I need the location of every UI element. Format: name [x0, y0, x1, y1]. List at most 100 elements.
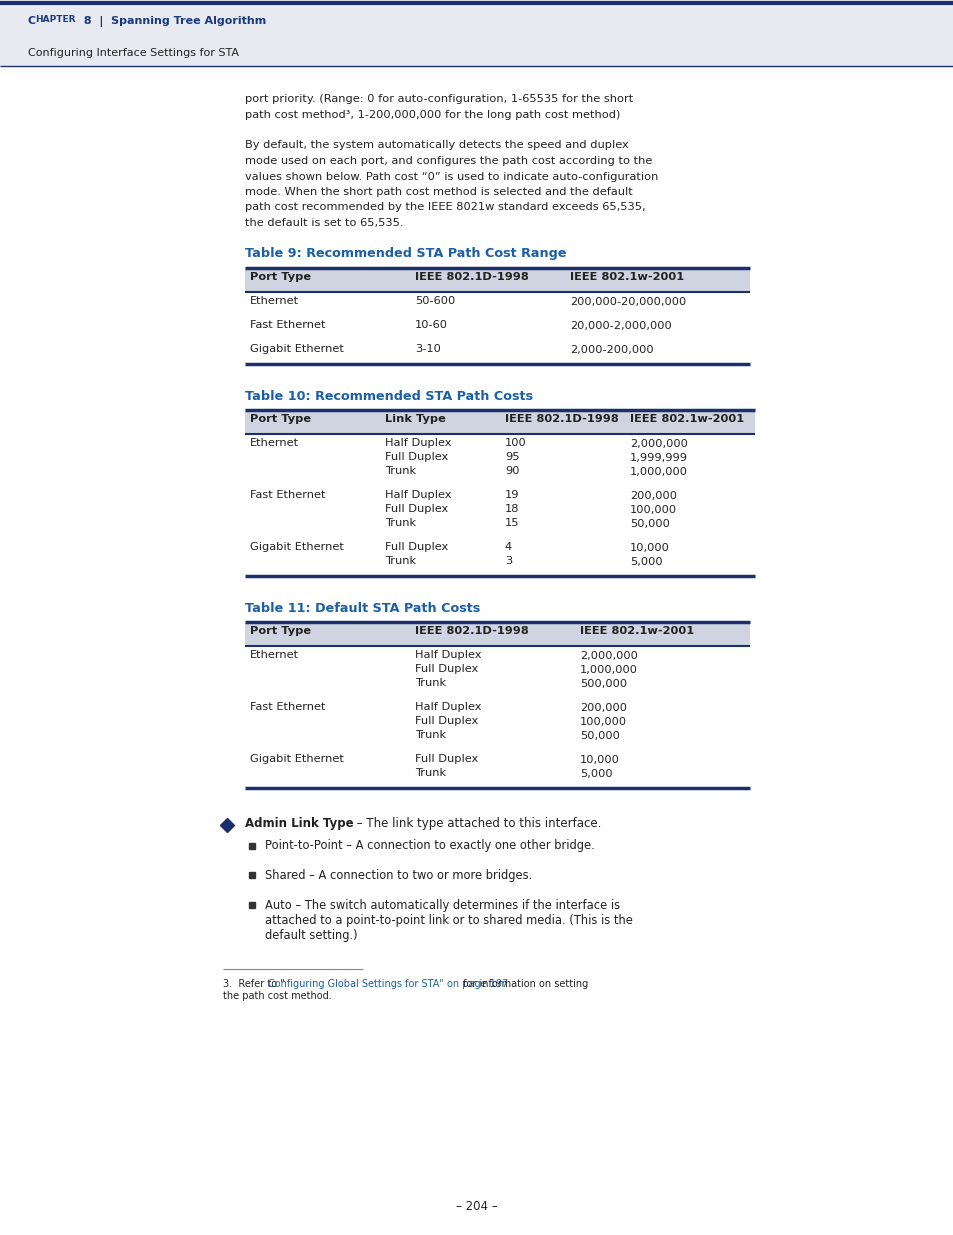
Text: By default, the system automatically detects the speed and duplex: By default, the system automatically det…	[245, 141, 628, 151]
Text: IEEE 802.1D-1998: IEEE 802.1D-1998	[504, 414, 618, 424]
Text: Port Type: Port Type	[250, 414, 311, 424]
Text: – 204 –: – 204 –	[456, 1200, 497, 1213]
Text: – The link type attached to this interface.: – The link type attached to this interfa…	[353, 818, 600, 830]
Text: IEEE 802.1D-1998: IEEE 802.1D-1998	[415, 625, 528, 636]
Text: 10-60: 10-60	[415, 321, 448, 331]
Text: Full Duplex: Full Duplex	[415, 755, 477, 764]
Text: Ethernet: Ethernet	[250, 651, 299, 661]
Text: Full Duplex: Full Duplex	[415, 664, 477, 674]
Text: 2,000-200,000: 2,000-200,000	[569, 345, 653, 354]
Text: Table 11: Default STA Path Costs: Table 11: Default STA Path Costs	[245, 601, 479, 615]
Bar	[245, 340, 749, 363]
Text: 2,000,000: 2,000,000	[629, 438, 687, 448]
Text: 200,000: 200,000	[629, 490, 677, 500]
Text: 1,000,000: 1,000,000	[629, 467, 687, 477]
Text: Trunk: Trunk	[385, 519, 416, 529]
Text: 3: 3	[504, 557, 512, 567]
Text: port priority. (Range: 0 for auto-configuration, 1-65535 for the short: port priority. (Range: 0 for auto-config…	[245, 94, 633, 104]
Text: 50,000: 50,000	[629, 519, 669, 529]
Text: Trunk: Trunk	[385, 467, 416, 477]
Text: 100,000: 100,000	[629, 505, 677, 515]
Text: 3.  Refer to ": 3. Refer to "	[223, 979, 284, 989]
Text: default setting.): default setting.)	[265, 930, 357, 942]
Bar	[245, 485, 754, 537]
Text: Gigabit Ethernet: Gigabit Ethernet	[250, 755, 343, 764]
Text: Configuring Interface Settings for STA: Configuring Interface Settings for STA	[28, 48, 239, 58]
Text: Table 9: Recommended STA Path Cost Range: Table 9: Recommended STA Path Cost Range	[245, 247, 566, 261]
Text: Configuring Global Settings for STA" on page 197: Configuring Global Settings for STA" on …	[268, 979, 508, 989]
Text: Fast Ethernet: Fast Ethernet	[250, 490, 325, 500]
Text: Full Duplex: Full Duplex	[415, 716, 477, 726]
Text: 1,999,999: 1,999,999	[629, 452, 687, 462]
Text: 2,000,000: 2,000,000	[579, 651, 638, 661]
Text: 19: 19	[504, 490, 519, 500]
Text: 95: 95	[504, 452, 519, 462]
Text: Port Type: Port Type	[250, 272, 311, 282]
Text: 100,000: 100,000	[579, 716, 626, 726]
Bar	[245, 750, 749, 788]
Bar	[245, 410, 754, 433]
Text: mode used on each port, and configures the path cost according to the: mode used on each port, and configures t…	[245, 156, 652, 165]
Text: HAPTER: HAPTER	[35, 15, 75, 23]
Text: 10,000: 10,000	[579, 755, 619, 764]
Text: Trunk: Trunk	[415, 678, 446, 688]
Bar	[245, 621, 749, 646]
Text: 3-10: 3-10	[415, 345, 440, 354]
Text: values shown below. Path cost “0” is used to indicate auto-configuration: values shown below. Path cost “0” is use…	[245, 172, 658, 182]
Bar	[245, 291, 749, 315]
Text: IEEE 802.1D-1998: IEEE 802.1D-1998	[415, 272, 528, 282]
Text: mode. When the short path cost method is selected and the default: mode. When the short path cost method is…	[245, 186, 632, 198]
Text: the path cost method.: the path cost method.	[223, 990, 332, 1002]
Text: Point-to-Point – A connection to exactly one other bridge.: Point-to-Point – A connection to exactly…	[265, 840, 594, 852]
Text: the default is set to 65,535.: the default is set to 65,535.	[245, 219, 403, 228]
Text: 18: 18	[504, 505, 519, 515]
Text: Admin Link Type: Admin Link Type	[245, 818, 354, 830]
Text: path cost recommended by the IEEE 8021w standard exceeds 65,535,: path cost recommended by the IEEE 8021w …	[245, 203, 645, 212]
Text: 5,000: 5,000	[629, 557, 662, 567]
Text: Fast Ethernet: Fast Ethernet	[250, 703, 325, 713]
Bar	[245, 268, 749, 291]
Text: 50-600: 50-600	[415, 296, 455, 306]
Text: 1,000,000: 1,000,000	[579, 664, 638, 674]
Text: 200,000: 200,000	[579, 703, 626, 713]
Text: 10,000: 10,000	[629, 542, 669, 552]
Text: Full Duplex: Full Duplex	[385, 542, 448, 552]
Text: Ethernet: Ethernet	[250, 438, 299, 448]
Bar	[245, 698, 749, 750]
Text: Half Duplex: Half Duplex	[385, 490, 451, 500]
Bar	[245, 537, 754, 576]
Text: Trunk: Trunk	[415, 730, 446, 741]
Text: Ethernet: Ethernet	[250, 296, 299, 306]
Text: 20,000-2,000,000: 20,000-2,000,000	[569, 321, 671, 331]
Text: Gigabit Ethernet: Gigabit Ethernet	[250, 345, 343, 354]
Text: 4: 4	[504, 542, 512, 552]
Text: 5,000: 5,000	[579, 768, 612, 778]
Text: Table 10: Recommended STA Path Costs: Table 10: Recommended STA Path Costs	[245, 389, 533, 403]
Text: Link Type: Link Type	[385, 414, 445, 424]
Text: 90: 90	[504, 467, 519, 477]
Text: Trunk: Trunk	[415, 768, 446, 778]
Text: IEEE 802.1w-2001: IEEE 802.1w-2001	[569, 272, 683, 282]
Text: 15: 15	[504, 519, 519, 529]
Text: Shared – A connection to two or more bridges.: Shared – A connection to two or more bri…	[265, 869, 532, 882]
Text: Gigabit Ethernet: Gigabit Ethernet	[250, 542, 343, 552]
Text: 100: 100	[504, 438, 526, 448]
Text: 500,000: 500,000	[579, 678, 626, 688]
Text: for information on setting: for information on setting	[459, 979, 588, 989]
Bar	[245, 646, 749, 698]
Text: Full Duplex: Full Duplex	[385, 505, 448, 515]
Text: C: C	[28, 16, 36, 26]
Bar	[245, 433, 754, 485]
Text: Port Type: Port Type	[250, 625, 311, 636]
Text: Full Duplex: Full Duplex	[385, 452, 448, 462]
Text: Half Duplex: Half Duplex	[415, 703, 481, 713]
Bar	[245, 315, 749, 340]
Text: 200,000-20,000,000: 200,000-20,000,000	[569, 296, 685, 306]
Text: Half Duplex: Half Duplex	[385, 438, 451, 448]
Text: Half Duplex: Half Duplex	[415, 651, 481, 661]
Text: Auto – The switch automatically determines if the interface is: Auto – The switch automatically determin…	[265, 899, 619, 911]
Text: Trunk: Trunk	[385, 557, 416, 567]
Text: IEEE 802.1w-2001: IEEE 802.1w-2001	[579, 625, 694, 636]
Text: attached to a point-to-point link or to shared media. (This is the: attached to a point-to-point link or to …	[265, 914, 632, 927]
Text: 8  |  Spanning Tree Algorithm: 8 | Spanning Tree Algorithm	[80, 16, 266, 27]
